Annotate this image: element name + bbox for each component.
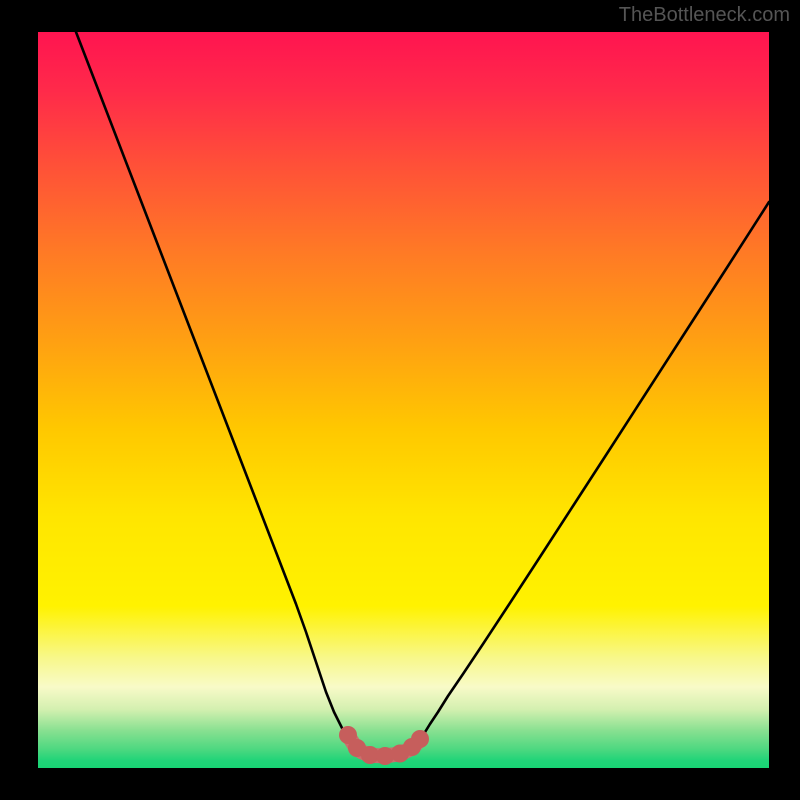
watermark-text: TheBottleneck.com [619, 4, 790, 27]
highlight-dot [376, 747, 394, 765]
highlight-dot [411, 730, 429, 748]
plot-area [38, 32, 769, 768]
bottleneck-curve [76, 32, 769, 756]
highlight-dots [339, 726, 429, 765]
curve-svg [38, 32, 769, 768]
